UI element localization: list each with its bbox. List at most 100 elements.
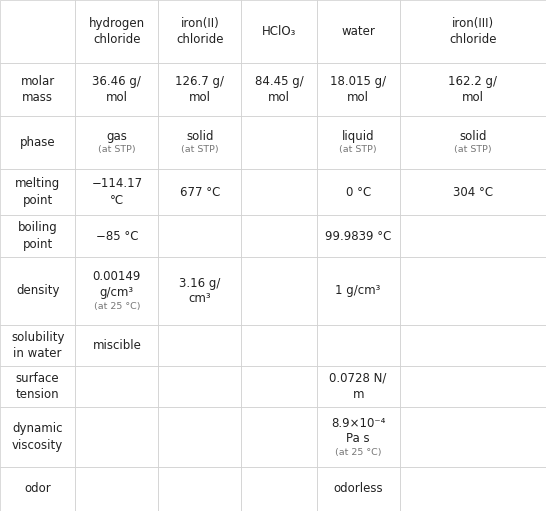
Text: 1 g/cm³: 1 g/cm³ <box>335 284 381 297</box>
Bar <box>317 467 400 511</box>
Text: 0.00149: 0.00149 <box>93 270 141 284</box>
Bar <box>241 257 317 325</box>
Bar <box>400 0 546 63</box>
Bar <box>317 63 400 116</box>
Text: surface
tension: surface tension <box>16 371 60 401</box>
Bar <box>400 407 546 467</box>
Bar <box>0 366 75 407</box>
Bar <box>0 169 75 216</box>
Text: boiling
point: boiling point <box>18 221 57 251</box>
Text: 18.015 g/
mol: 18.015 g/ mol <box>330 75 386 104</box>
Text: −114.17
°C: −114.17 °C <box>91 177 143 207</box>
Bar <box>158 257 241 325</box>
Bar <box>158 325 241 366</box>
Bar <box>241 325 317 366</box>
Text: gas: gas <box>106 129 127 143</box>
Text: density: density <box>16 284 60 297</box>
Text: 36.46 g/
mol: 36.46 g/ mol <box>92 75 141 104</box>
Bar <box>241 366 317 407</box>
Bar <box>75 366 158 407</box>
Text: solid: solid <box>186 129 213 143</box>
Text: 99.9839 °C: 99.9839 °C <box>325 229 391 243</box>
Bar <box>317 216 400 257</box>
Bar <box>400 467 546 511</box>
Bar <box>158 216 241 257</box>
Bar <box>241 116 317 169</box>
Text: solid: solid <box>459 129 486 143</box>
Bar <box>75 63 158 116</box>
Text: 0 °C: 0 °C <box>346 185 371 199</box>
Bar <box>241 216 317 257</box>
Bar <box>400 257 546 325</box>
Text: phase: phase <box>20 135 56 149</box>
Text: 3.16 g/: 3.16 g/ <box>179 276 221 290</box>
Bar <box>75 0 158 63</box>
Bar <box>0 63 75 116</box>
Bar <box>0 216 75 257</box>
Text: (at 25 °C): (at 25 °C) <box>93 301 140 311</box>
Bar <box>0 0 75 63</box>
Text: (at STP): (at STP) <box>340 145 377 154</box>
Text: solubility
in water: solubility in water <box>11 331 64 360</box>
Bar <box>75 407 158 467</box>
Bar <box>158 169 241 216</box>
Text: 304 °C: 304 °C <box>453 185 493 199</box>
Text: water: water <box>341 25 375 38</box>
Bar <box>400 63 546 116</box>
Bar <box>241 169 317 216</box>
Bar <box>241 407 317 467</box>
Bar <box>75 169 158 216</box>
Bar <box>0 407 75 467</box>
Bar <box>75 216 158 257</box>
Text: HClO₃: HClO₃ <box>262 25 296 38</box>
Text: odor: odor <box>25 482 51 495</box>
Bar <box>75 116 158 169</box>
Bar <box>317 325 400 366</box>
Bar <box>400 116 546 169</box>
Bar <box>158 116 241 169</box>
Text: 162.2 g/
mol: 162.2 g/ mol <box>448 75 497 104</box>
Text: 8.9×10⁻⁴: 8.9×10⁻⁴ <box>331 416 385 430</box>
Bar <box>317 407 400 467</box>
Bar <box>158 407 241 467</box>
Text: melting
point: melting point <box>15 177 60 207</box>
Bar <box>0 467 75 511</box>
Text: 0.0728 N/
m: 0.0728 N/ m <box>329 371 387 401</box>
Bar <box>75 257 158 325</box>
Text: (at STP): (at STP) <box>98 145 135 154</box>
Text: iron(III)
chloride: iron(III) chloride <box>449 17 496 46</box>
Bar <box>317 169 400 216</box>
Bar <box>400 216 546 257</box>
Text: cm³: cm³ <box>188 292 211 305</box>
Bar <box>317 366 400 407</box>
Bar <box>75 325 158 366</box>
Text: −85 °C: −85 °C <box>96 229 138 243</box>
Text: dynamic
viscosity: dynamic viscosity <box>12 422 63 452</box>
Text: molar
mass: molar mass <box>21 75 55 104</box>
Bar <box>158 366 241 407</box>
Bar <box>317 0 400 63</box>
Bar <box>317 116 400 169</box>
Bar <box>158 63 241 116</box>
Text: (at STP): (at STP) <box>181 145 218 154</box>
Bar <box>0 116 75 169</box>
Text: (at STP): (at STP) <box>454 145 491 154</box>
Text: 677 °C: 677 °C <box>180 185 220 199</box>
Bar <box>400 366 546 407</box>
Text: 84.45 g/
mol: 84.45 g/ mol <box>254 75 304 104</box>
Text: g/cm³: g/cm³ <box>100 286 134 299</box>
Bar <box>158 467 241 511</box>
Bar <box>158 0 241 63</box>
Text: hydrogen
chloride: hydrogen chloride <box>89 17 145 46</box>
Bar <box>0 325 75 366</box>
Text: iron(II)
chloride: iron(II) chloride <box>176 17 223 46</box>
Bar <box>400 169 546 216</box>
Bar <box>241 0 317 63</box>
Text: liquid: liquid <box>342 129 375 143</box>
Text: odorless: odorless <box>334 482 383 495</box>
Text: 126.7 g/
mol: 126.7 g/ mol <box>175 75 224 104</box>
Bar <box>241 63 317 116</box>
Bar <box>317 257 400 325</box>
Bar <box>75 467 158 511</box>
Bar <box>400 325 546 366</box>
